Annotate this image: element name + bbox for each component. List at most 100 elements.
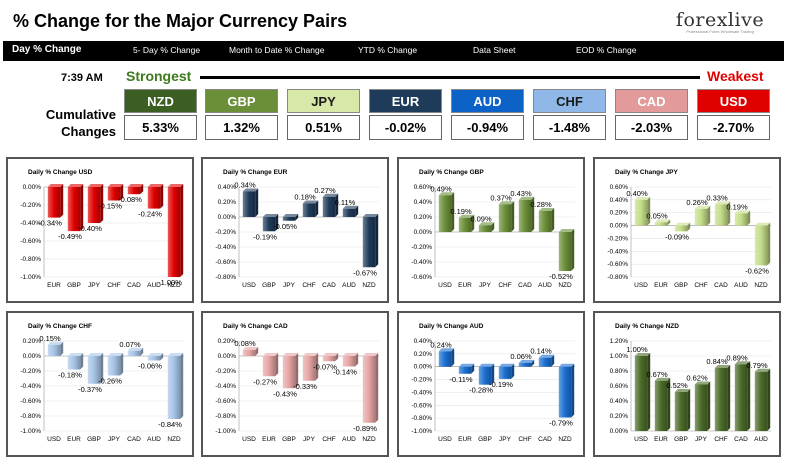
currency-value-nzd: 5.33% [124, 115, 197, 140]
bar-top [127, 347, 144, 351]
nav-data-sheet[interactable]: Data Sheet [473, 45, 516, 55]
bar-top [478, 222, 495, 226]
nav-5day-change[interactable]: 5- Day % Change [133, 45, 201, 55]
bar-top [558, 363, 575, 367]
bar-side [140, 347, 144, 356]
data-label: -1.00% [158, 278, 182, 287]
bar-top [87, 353, 104, 356]
logo-tagline: Professional Forex Wholesale Trading [686, 29, 754, 34]
data-label: -0.19% [489, 380, 513, 389]
bar-side [687, 389, 691, 431]
y-tick-label: -0.60% [607, 261, 628, 268]
bar-top [714, 201, 731, 205]
bar-side [160, 353, 164, 361]
bar-side [727, 201, 731, 226]
y-tick-label: 0.00% [414, 364, 433, 371]
data-label: -0.40% [78, 224, 102, 233]
y-tick-label: -0.60% [215, 259, 236, 266]
bar-side [667, 219, 671, 226]
x-tick-label: CAD [538, 436, 552, 443]
bar-gbp [674, 392, 688, 431]
bar-top [302, 353, 319, 356]
bar-nzd [167, 356, 181, 419]
y-tick-label: 0.60% [414, 184, 433, 191]
nav-eod-change[interactable]: EOD % Change [576, 45, 637, 55]
bar-top [694, 381, 711, 385]
x-tick-label: AUD [342, 436, 356, 443]
currency-value-eur: -0.02% [369, 115, 442, 140]
chart-panel-usd: Daily % Change USD 0.00% -0.20% -0.40% -0.60… [6, 157, 194, 303]
bar-eur [654, 222, 668, 226]
x-tick-label: NZD [754, 282, 768, 289]
x-tick-label: AUD [147, 282, 161, 289]
bar-gbp [282, 356, 296, 389]
y-tick-label: -0.40% [411, 389, 432, 396]
y-tick-label: -0.20% [411, 377, 432, 384]
x-tick-label: EUR [458, 282, 472, 289]
bar-top [322, 353, 339, 356]
bar-eur [67, 356, 81, 370]
x-tick-label: CAD [127, 436, 141, 443]
data-label: -0.89% [353, 424, 377, 433]
currency-value-gbp: 1.32% [205, 115, 278, 140]
bar-jpy [694, 384, 708, 431]
currency-header-eur: EUR [369, 89, 442, 113]
bar-top [302, 200, 319, 204]
bar-top [362, 214, 379, 217]
bar-side [375, 353, 379, 423]
data-label: -0.26% [98, 377, 122, 386]
nav-month-to-date[interactable]: Month to Date % Change [229, 45, 325, 55]
bar-side [375, 214, 379, 268]
bar-top [47, 184, 64, 187]
bar-top [282, 214, 299, 217]
bar-top [67, 353, 84, 356]
data-label: 0.89% [726, 353, 748, 362]
bar-top [634, 353, 651, 356]
data-label: -0.49% [58, 232, 82, 241]
y-tick-label: -0.60% [20, 398, 41, 405]
chart-aud: Daily % Change AUD 0.40% 0.20% 0.00% -0.20% -… [411, 323, 575, 443]
bar-cad [538, 357, 552, 367]
x-tick-label: GBP [478, 436, 492, 443]
y-tick-label: -0.80% [215, 413, 236, 420]
bar-nzd [558, 366, 572, 418]
data-label: -0.09% [665, 232, 689, 241]
bar-top [362, 353, 379, 356]
bar-side [667, 377, 671, 431]
data-label: 0.84% [706, 357, 728, 366]
bar-side [647, 196, 651, 226]
bar-side [80, 353, 84, 370]
nav-day-change[interactable]: Day % Change [12, 44, 82, 55]
data-label: 0.37% [490, 193, 512, 202]
bar-chf [714, 368, 728, 431]
data-label: -0.52% [549, 272, 573, 281]
logo-text: forexlive [675, 9, 765, 31]
bar-top [342, 353, 359, 356]
y-tick-label: -0.20% [411, 244, 432, 251]
chart-title: Daily % Change JPY [615, 169, 679, 176]
y-tick-label: -0.40% [215, 383, 236, 390]
data-label: -0.11% [449, 375, 473, 384]
nav-ytd-change[interactable]: YTD % Change [358, 45, 418, 55]
bar-gbp [478, 366, 492, 385]
chart-title: Daily % Change USD [28, 169, 93, 176]
data-label: -0.18% [58, 371, 82, 380]
bar-aud [147, 356, 161, 361]
bar-side [511, 363, 515, 379]
data-label: -0.24% [138, 210, 162, 219]
data-label: 0.19% [450, 207, 472, 216]
data-label: -0.33% [293, 382, 317, 391]
bar-side [315, 200, 319, 217]
bar-top [674, 222, 691, 226]
bar-nzd [362, 356, 376, 423]
forexlive-logo[interactable]: forexlive Professional Forex Wholesale T… [670, 9, 770, 34]
bar-usd [634, 199, 648, 226]
bar-side [275, 214, 279, 232]
data-label: -0.06% [138, 362, 162, 371]
bar-side [687, 222, 691, 232]
bar-usd [438, 351, 452, 367]
x-tick-label: USD [438, 436, 452, 443]
y-tick-label: -1.00% [411, 428, 432, 435]
bar-top [262, 353, 279, 356]
x-tick-label: JPY [499, 436, 512, 443]
